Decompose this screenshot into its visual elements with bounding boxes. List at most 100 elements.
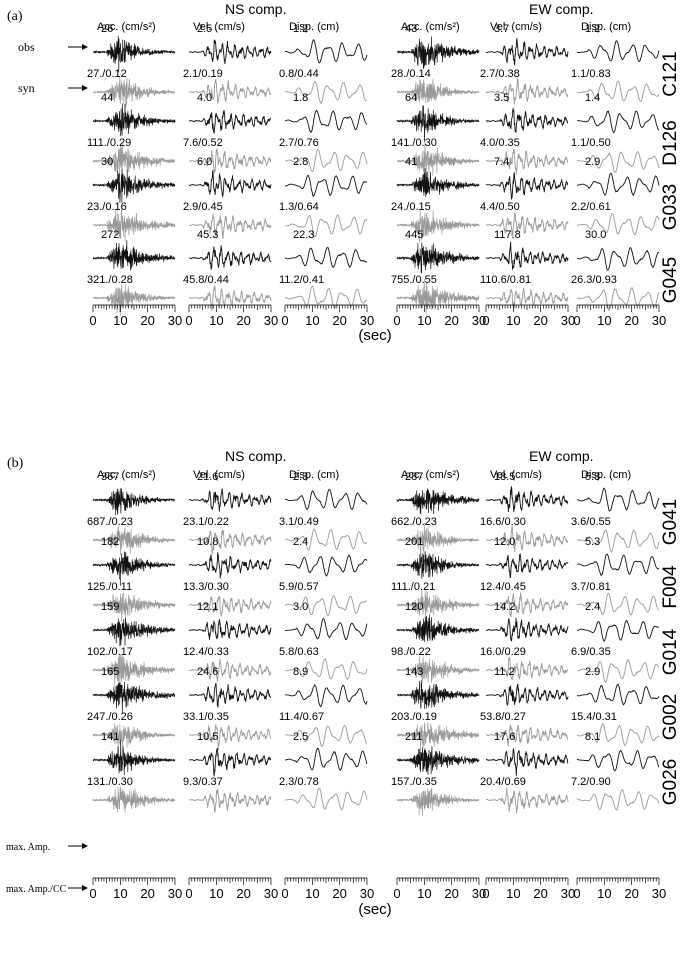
synthetic-waveform xyxy=(577,213,660,236)
synthetic-waveform xyxy=(396,140,480,178)
max-amp-label: 10.8 xyxy=(197,536,218,548)
observed-waveform xyxy=(396,488,480,515)
panel-label: (a) xyxy=(7,9,23,24)
synthetic-waveform xyxy=(284,148,368,173)
max-amp-label: 12.0 xyxy=(494,536,515,548)
syn-amp-cc-label: 13.3/0.30 xyxy=(183,581,229,593)
tick-label: 0 xyxy=(573,313,580,328)
observed-waveform xyxy=(485,37,569,66)
max-amp-label: 1.4 xyxy=(585,92,600,104)
column-header: Disp. (cm) xyxy=(289,469,339,481)
observed-waveform xyxy=(188,552,272,579)
max-amp-label: 2.5 xyxy=(293,731,308,743)
station-name: C121 xyxy=(660,51,681,96)
syn-amp-cc-label: 157./0.35 xyxy=(391,776,437,788)
max-amp-label: 22.3 xyxy=(293,229,314,241)
synthetic-waveform xyxy=(576,789,660,811)
tick-label: 20 xyxy=(332,313,346,328)
tick-label: 10 xyxy=(417,886,431,901)
syn-amp-cc-label: 2.2/0.61 xyxy=(571,201,611,213)
time-axis: 0 10 20 30 xyxy=(185,877,278,901)
syn-amp-cc-label: 1.3/0.64 xyxy=(279,201,319,213)
station-name: G014 xyxy=(660,628,681,675)
max-amp-label: 272 xyxy=(101,229,119,241)
syn-amp-cc-label: 23./0.16 xyxy=(87,201,127,213)
synthetic-waveform xyxy=(485,77,569,105)
observed-waveform xyxy=(396,746,480,776)
syn-amp-cc-label: 24./0.15 xyxy=(391,201,431,213)
tick-label: 30 xyxy=(472,313,486,328)
observed-waveform xyxy=(92,103,176,137)
tick-label: 10 xyxy=(417,313,431,328)
tick-label: 20 xyxy=(444,886,458,901)
max-amp-label: 6.0 xyxy=(197,156,212,168)
synthetic-waveform xyxy=(189,285,272,312)
syn-amp-cc-label: 28./0.14 xyxy=(391,68,431,80)
max-amp-label: 1.8 xyxy=(293,92,308,104)
observed-waveform xyxy=(189,39,272,65)
observed-waveform xyxy=(396,105,480,143)
station-name: G041 xyxy=(660,499,681,545)
column-header: Acc. (cm/s²) xyxy=(401,21,460,33)
x-axis-label: (sec) xyxy=(358,327,391,344)
observed-waveform xyxy=(92,551,176,586)
observed-waveform xyxy=(285,39,368,64)
station-row-G045: 272 321./0.28 45.3 45.8/0.44 22.3 11.2/0.41 44… xyxy=(87,229,681,316)
syn-amp-cc-label: 11.4/0.67 xyxy=(279,711,324,723)
max-amp-label: 120 xyxy=(405,601,423,613)
synthetic-waveform xyxy=(188,658,272,682)
syn-amp-cc-label: 247./0.26 xyxy=(87,711,133,723)
observed-waveform xyxy=(485,107,569,133)
synthetic-waveform xyxy=(396,522,480,559)
legend-arrowhead xyxy=(82,885,88,891)
observed-waveform xyxy=(396,36,480,70)
max-amp-label: 143 xyxy=(405,666,423,678)
observed-waveform xyxy=(284,747,368,771)
max-amp-label: 117.8 xyxy=(494,229,521,241)
column-header: Disp. (cm) xyxy=(581,469,631,481)
synthetic-waveform xyxy=(396,78,480,104)
tick-label: 20 xyxy=(624,886,638,901)
station-row-G033: 30 23./0.16 6.0 2.9/0.45 2.8 1.3/0.64 41 24./0.… xyxy=(87,156,681,243)
syn-amp-cc-label: 662./0.23 xyxy=(391,516,437,528)
synthetic-waveform xyxy=(92,786,175,813)
time-axis: 0 10 20 30 xyxy=(185,304,278,328)
observed-waveform xyxy=(576,683,660,706)
synthetic-waveform xyxy=(92,653,176,688)
max-amp-label: 17.6 xyxy=(494,731,515,743)
synthetic-waveform xyxy=(189,213,272,239)
legend-arrowhead xyxy=(82,843,88,849)
syn-amp-cc-label: 321./0.28 xyxy=(87,274,133,286)
max-amp-label: 44 xyxy=(101,92,113,104)
syn-amp-cc-label: 141./0.30 xyxy=(391,137,437,149)
syn-amp-cc-label: 2.9/0.45 xyxy=(183,201,223,213)
observed-waveform xyxy=(485,552,569,578)
synthetic-waveform xyxy=(576,287,660,312)
synthetic-waveform xyxy=(486,525,569,553)
tick-label: 0 xyxy=(482,313,489,328)
station-row-G026: 141 131./0.30 10.5 9.3/0.37 2.5 2.3/0.78 211 15… xyxy=(87,731,681,816)
syn-amp-cc-label: 9.3/0.37 xyxy=(183,776,223,788)
max-amp-label: 2.9 xyxy=(585,666,600,678)
max-amp-label: 64 xyxy=(405,92,417,104)
ns-component-title: NS comp. xyxy=(225,1,286,17)
time-axis: 0 10 20 30 xyxy=(281,304,374,328)
column-header: Acc. (cm/s²) xyxy=(97,469,156,481)
time-axis: 0 10 20 30 xyxy=(281,877,374,901)
max-amp-label: 2.4 xyxy=(293,536,308,548)
syn-amp-cc-label: 5.8/0.63 xyxy=(279,646,319,658)
max-amp-label: 18.5 xyxy=(494,471,515,483)
synthetic-waveform xyxy=(188,148,272,175)
max-amp-label: 30 xyxy=(101,156,113,168)
observed-waveform xyxy=(284,618,368,641)
syn-amp-cc-label: 110.6/0.81 xyxy=(480,274,531,286)
max-amp-label: 30.0 xyxy=(585,229,606,241)
observed-waveform xyxy=(92,617,176,647)
synthetic-waveform xyxy=(396,209,480,243)
tick-label: 10 xyxy=(597,886,611,901)
tick-label: 30 xyxy=(168,886,182,901)
observed-waveform xyxy=(284,488,368,511)
syn-amp-cc-label: 0.8/0.44 xyxy=(279,68,319,80)
synthetic-waveform xyxy=(485,656,569,680)
syn-amp-cc-label: 111./0.21 xyxy=(391,581,435,593)
